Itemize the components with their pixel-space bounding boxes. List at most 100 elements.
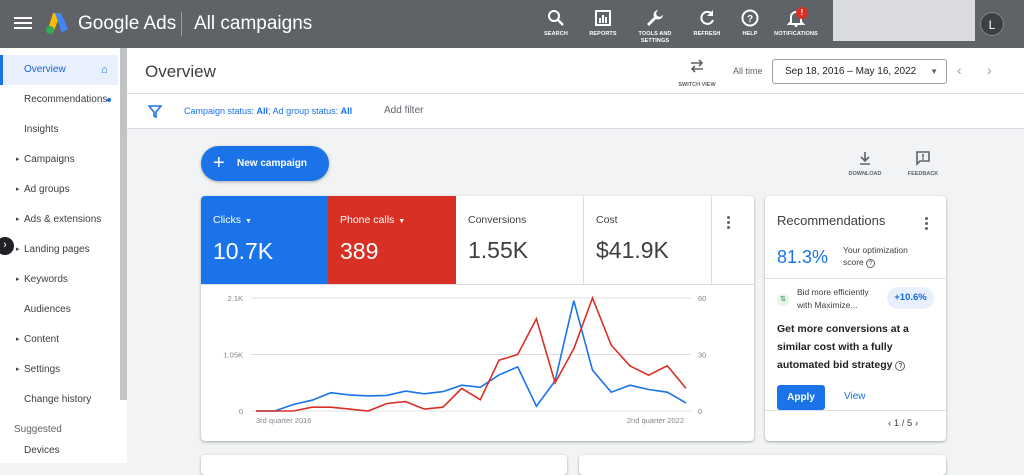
top-bar: Google Ads All campaigns SEARCH REPORTS … (0, 0, 1024, 48)
item-line: with Maximize... (797, 300, 858, 310)
sidebar-item-landing-pages[interactable]: ▸ Landing pages (0, 235, 118, 265)
campaign-status-label: Campaign status: (184, 106, 257, 116)
metric-value: 389 (340, 238, 379, 264)
caret-right-icon: ▸ (16, 366, 20, 373)
notifications-tool[interactable]: ! NOTIFICATIONS (772, 7, 820, 38)
more-options-icon[interactable] (925, 217, 929, 232)
metric-cost[interactable]: Cost $41.9K (584, 196, 712, 284)
date-range-value: Sep 18, 2016 – May 16, 2022 (785, 66, 917, 77)
brand-name: Google Ads (78, 13, 177, 34)
wrench-icon (647, 10, 663, 26)
caret-right-icon: ▸ (16, 156, 20, 163)
caret-right-icon: ▸ (16, 276, 20, 283)
sidebar-item-campaigns[interactable]: ▸ Campaigns (0, 145, 118, 175)
apply-button[interactable]: Apply (777, 385, 825, 410)
help-tool[interactable]: ? HELP (736, 9, 764, 38)
sidebar-item-label: Ads & extensions (24, 214, 102, 225)
sidebar-item-devices[interactable]: Devices (0, 436, 118, 466)
sidebar-item-ads-extensions[interactable]: ▸ Ads & extensions (0, 205, 118, 235)
sidebar-item-label: Devices (24, 445, 60, 456)
page-title: Overview (145, 62, 216, 81)
metric-phone-calls[interactable]: Phone calls ▼ 389 (328, 196, 456, 284)
recommendation-description: Get more conversions at a similar cost w… (777, 320, 937, 374)
sidebar-item-content[interactable]: ▸ Content (0, 325, 118, 355)
sidebar-item-label: Landing pages (24, 244, 90, 255)
divider (201, 284, 754, 285)
reports-tool[interactable]: REPORTS (584, 9, 622, 38)
metric-clicks[interactable]: Clicks ▼ 10.7K (201, 196, 329, 284)
divider (765, 410, 946, 411)
feedback-button[interactable]: FEEDBACK (902, 150, 944, 177)
new-campaign-button[interactable]: + New campaign (201, 146, 329, 181)
search-tool[interactable]: SEARCH (538, 9, 574, 38)
y-left-tick-label: 2.1K (228, 294, 243, 303)
next-icon[interactable]: › (914, 418, 919, 429)
new-dot-icon (107, 98, 111, 102)
sidebar-item-ad-groups[interactable]: ▸ Ad groups (0, 175, 118, 205)
collapse-sidebar-button[interactable]: › (0, 237, 14, 255)
caret-right-icon: ▸ (16, 216, 20, 223)
reports-icon (595, 10, 611, 26)
add-filter-button[interactable]: Add filter (384, 105, 424, 116)
y-left-tick-label: 0 (239, 407, 243, 416)
performance-card: Clicks ▼ 10.7K Phone calls ▼ 389 Conversio… (201, 196, 754, 441)
x-tick-label: 3rd quarter 2016 (256, 416, 311, 425)
sidebar-item-label: Campaigns (24, 154, 75, 165)
ad-group-status-label: Ad group status: (272, 106, 341, 116)
avatar[interactable]: L (980, 12, 1004, 36)
bid-strategy-icon: ⇅ (777, 294, 789, 306)
page-header: Overview SWITCH VIEW All time Sep 18, 20… (127, 48, 1024, 94)
date-range-picker[interactable]: Sep 18, 2016 – May 16, 2022 ▼ (772, 59, 947, 84)
sidebar-scrollbar[interactable] (120, 48, 127, 400)
sidebar-item-recommendations[interactable]: Recommendations (0, 85, 118, 115)
svg-text:?: ? (747, 14, 753, 25)
new-campaign-label: New campaign (237, 158, 308, 169)
more-options-icon[interactable] (727, 216, 731, 231)
metric-conversions[interactable]: Conversions 1.55K (456, 196, 584, 284)
refresh-tool[interactable]: REFRESH (689, 9, 725, 38)
metric-name: Conversions (468, 214, 527, 226)
sidebar-item-overview[interactable]: Overview ⌂ (0, 55, 118, 85)
previous-icon[interactable]: ‹ (888, 418, 892, 429)
next-period-icon[interactable]: › (987, 62, 992, 78)
sidebar-item-label: Audiences (24, 304, 71, 315)
notification-badge: ! (796, 7, 808, 19)
tool-label: REPORTS (589, 31, 617, 37)
tool-label: TOOLS AND SETTINGS (638, 31, 672, 44)
ad-group-status-value: All (340, 106, 353, 116)
sidebar-item-change-history[interactable]: Change history (0, 385, 118, 415)
description-text: Get more conversions at a similar cost w… (777, 323, 909, 371)
recommendation-item[interactable]: Bid more efficiently with Maximize... (797, 286, 869, 312)
page-scope: All campaigns (194, 13, 313, 34)
download-icon (860, 152, 870, 165)
previous-period-icon[interactable]: ‹ (957, 62, 962, 78)
switch-view-button[interactable]: SWITCH VIEW (673, 58, 721, 88)
suggested-heading: Suggested (14, 424, 62, 435)
divider (181, 12, 182, 36)
help-icon[interactable]: ? (866, 259, 876, 268)
metric-name: Clicks (213, 214, 241, 226)
menu-icon[interactable] (14, 14, 32, 34)
switch-view-icon (690, 59, 704, 73)
sidebar: Overview ⌂ Recommendations Insights ▸ Campaig… (0, 48, 127, 463)
sidebar-item-insights[interactable]: Insights (0, 115, 118, 145)
download-button[interactable]: DOWNLOAD (844, 150, 886, 177)
sidebar-item-settings[interactable]: ▸ Settings (0, 355, 118, 385)
view-link[interactable]: View (844, 391, 866, 402)
sidebar-item-audiences[interactable]: Audiences (0, 295, 118, 325)
tools-and-settings[interactable]: TOOLS AND SETTINGS (633, 9, 677, 45)
active-filters[interactable]: Campaign status: All; Ad group status: A… (184, 106, 352, 116)
campaign-status-value: All (256, 106, 269, 116)
sidebar-item-label: Settings (24, 364, 61, 375)
sidebar-item-keywords[interactable]: ▸ Keywords (0, 265, 118, 295)
recommendation-pager: ‹ 1 / 5 › (888, 418, 918, 429)
caret-right-icon: ▸ (16, 246, 20, 253)
home-icon: ⌂ (101, 64, 108, 76)
filter-icon[interactable] (148, 104, 162, 118)
sidebar-item-label: Recommendations (24, 94, 108, 105)
account-info-redacted[interactable] (833, 0, 975, 41)
plus-icon: + (213, 152, 225, 174)
sidebar-item-label: Ad groups (24, 184, 70, 195)
help-icon[interactable]: ? (895, 361, 906, 371)
metric-name: Phone calls (340, 214, 395, 226)
